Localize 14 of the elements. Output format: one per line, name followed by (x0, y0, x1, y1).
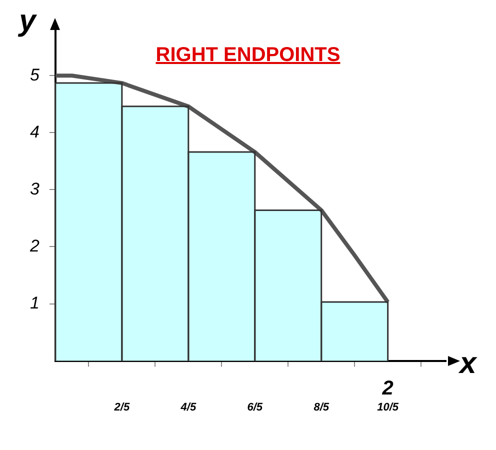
y-tick-label: 5 (30, 65, 40, 84)
x-tick-label: 4/5 (180, 401, 197, 414)
y-tick-label: 2 (28, 236, 40, 256)
y-axis-title: y (17, 4, 38, 38)
x-tick-label: 10/5 (377, 401, 400, 414)
x-axis-title: x (458, 347, 478, 380)
y-tick-label: 1 (30, 294, 40, 312)
y-tick-label: 3 (30, 179, 40, 198)
y-tick-label: 4 (30, 122, 40, 142)
x-tick-label: 6/5 (247, 401, 264, 414)
text: RIGHT ENDPOINTS (154, 44, 342, 67)
x-tick-label: 8/5 (314, 401, 330, 414)
x-tick-label: 2/5 (113, 401, 130, 414)
annotation: 2 (381, 377, 394, 400)
